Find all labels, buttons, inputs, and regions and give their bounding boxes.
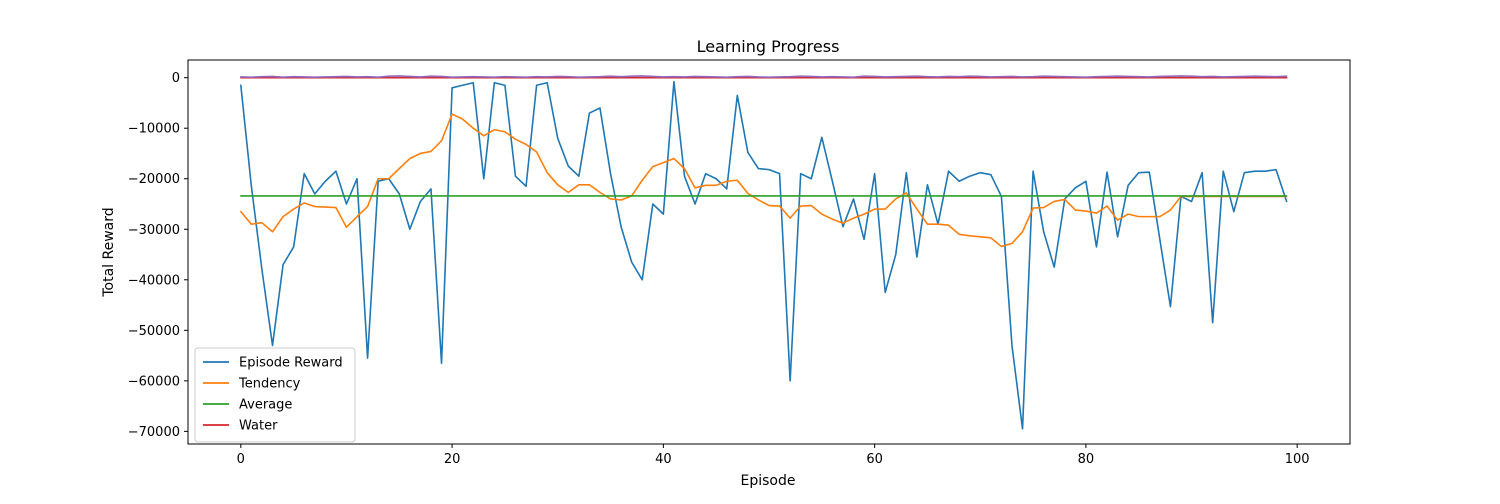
series-line-episode-reward <box>240 80 1288 430</box>
legend: Episode Reward Tendency Average Water <box>194 347 356 443</box>
series-line-unlabeled <box>240 75 1288 78</box>
legend-label: Water <box>239 419 278 434</box>
x-tick-label: 80 <box>1078 452 1095 467</box>
legend-label: Tendency <box>238 377 301 392</box>
series-line-tendency <box>240 113 1288 248</box>
x-axis-label: Episode <box>741 473 796 489</box>
x-tick-label: 40 <box>655 452 672 467</box>
y-tick-label: −40000 <box>128 273 180 288</box>
plot-frame <box>187 59 1351 445</box>
legend-box <box>194 347 356 443</box>
y-tick-label: −60000 <box>128 374 180 389</box>
legend-label: Episode Reward <box>239 356 343 371</box>
y-tick-label: −70000 <box>128 425 180 440</box>
x-tick-label: 20 <box>444 452 461 467</box>
chart-title: Learning Progress <box>697 37 840 56</box>
x-tick-label: 0 <box>237 452 245 467</box>
x-tick-label: 60 <box>866 452 883 467</box>
y-tick-label: 0 <box>172 71 180 86</box>
y-tick-label: −20000 <box>128 172 180 187</box>
y-axis-label: Total Reward <box>101 207 117 297</box>
y-tick-label: −50000 <box>128 324 180 339</box>
x-tick-label: 100 <box>1285 452 1310 467</box>
y-tick-label: −10000 <box>128 122 180 137</box>
x-axis: 0 20 40 60 80 100 <box>237 444 1310 467</box>
y-tick-label: −30000 <box>128 223 180 238</box>
plot-area <box>187 59 1351 445</box>
y-axis: 0 −10000 −20000 −30000 −40000 −50000 −60000 −70… <box>128 71 188 440</box>
legend-label: Average <box>239 398 292 413</box>
